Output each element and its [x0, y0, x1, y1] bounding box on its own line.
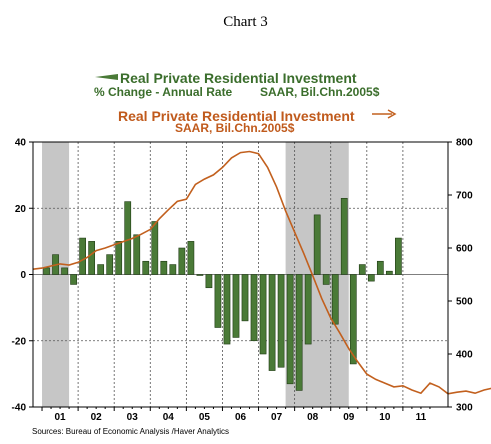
x-axis-tick-label: 05	[199, 412, 211, 423]
x-axis-tick-label: 02	[91, 412, 103, 423]
x-axis-tick-label: 03	[127, 412, 139, 423]
bar	[224, 275, 230, 345]
legend-bar-arrow-icon	[95, 74, 118, 80]
left-axis-tick-label: 20	[15, 204, 27, 215]
x-axis-tick-label: 06	[235, 412, 247, 423]
bar	[143, 261, 149, 274]
bar	[206, 275, 212, 288]
bar	[125, 202, 131, 275]
bar	[134, 235, 140, 275]
bar	[323, 275, 329, 285]
right-axis-tick-label: 500	[456, 297, 473, 308]
x-axis-tick-label: 10	[379, 412, 391, 423]
bar	[251, 275, 257, 341]
right-axis-tick-label: 400	[456, 350, 473, 361]
bar	[71, 275, 77, 285]
grid-lines	[33, 142, 448, 407]
x-axis-tick-label: 01	[55, 412, 67, 423]
left-axis-tick-label: 40	[15, 138, 27, 149]
left-axis-tick-label: -20	[12, 336, 27, 347]
bar	[107, 255, 113, 275]
bar	[233, 275, 239, 338]
bar	[260, 275, 266, 355]
bar	[395, 238, 401, 274]
x-axis-tick-label: 07	[271, 412, 283, 423]
bar	[43, 268, 49, 275]
bar	[305, 275, 311, 345]
right-axis-tick-label: 800	[456, 138, 473, 149]
bar	[197, 275, 203, 276]
right-axis-tick-label: 700	[456, 191, 473, 202]
bar	[89, 241, 95, 274]
bar	[170, 265, 176, 275]
bar	[62, 268, 68, 275]
bar	[296, 275, 302, 391]
left-axis-tick-label: 0	[20, 270, 26, 281]
bar	[179, 248, 185, 275]
bar	[116, 241, 122, 274]
bar	[80, 238, 86, 274]
bar	[332, 275, 338, 325]
right-axis-tick-label: 300	[456, 403, 473, 414]
legend-marks	[95, 74, 395, 118]
bar	[386, 271, 392, 274]
bar	[269, 275, 275, 371]
bar	[188, 241, 194, 274]
x-axis-tick-label: 11	[416, 412, 427, 423]
bar	[98, 265, 104, 275]
left-axis-tick-label: -40	[12, 403, 27, 414]
bar	[314, 215, 320, 275]
bar	[377, 261, 383, 274]
bar	[341, 198, 347, 274]
x-axis-tick-label: 08	[307, 412, 319, 423]
bar	[215, 275, 221, 328]
bar	[287, 275, 293, 384]
bar	[359, 265, 365, 275]
bar	[368, 275, 374, 282]
bar	[350, 275, 356, 364]
x-axis-tick-label: 09	[343, 412, 355, 423]
bar	[242, 275, 248, 321]
bar	[161, 261, 167, 274]
bar	[278, 275, 284, 368]
right-axis-tick-label: 600	[456, 244, 473, 255]
bar	[152, 222, 158, 275]
x-axis-tick-label: 04	[163, 412, 175, 423]
